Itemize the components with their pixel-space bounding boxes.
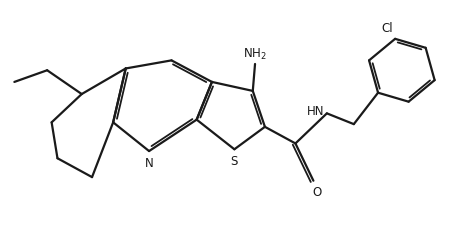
Text: NH$_2$: NH$_2$ (243, 47, 267, 62)
Text: HN: HN (307, 105, 325, 118)
Text: Cl: Cl (381, 22, 393, 35)
Text: N: N (145, 157, 154, 170)
Text: S: S (231, 155, 238, 168)
Text: O: O (313, 186, 321, 199)
